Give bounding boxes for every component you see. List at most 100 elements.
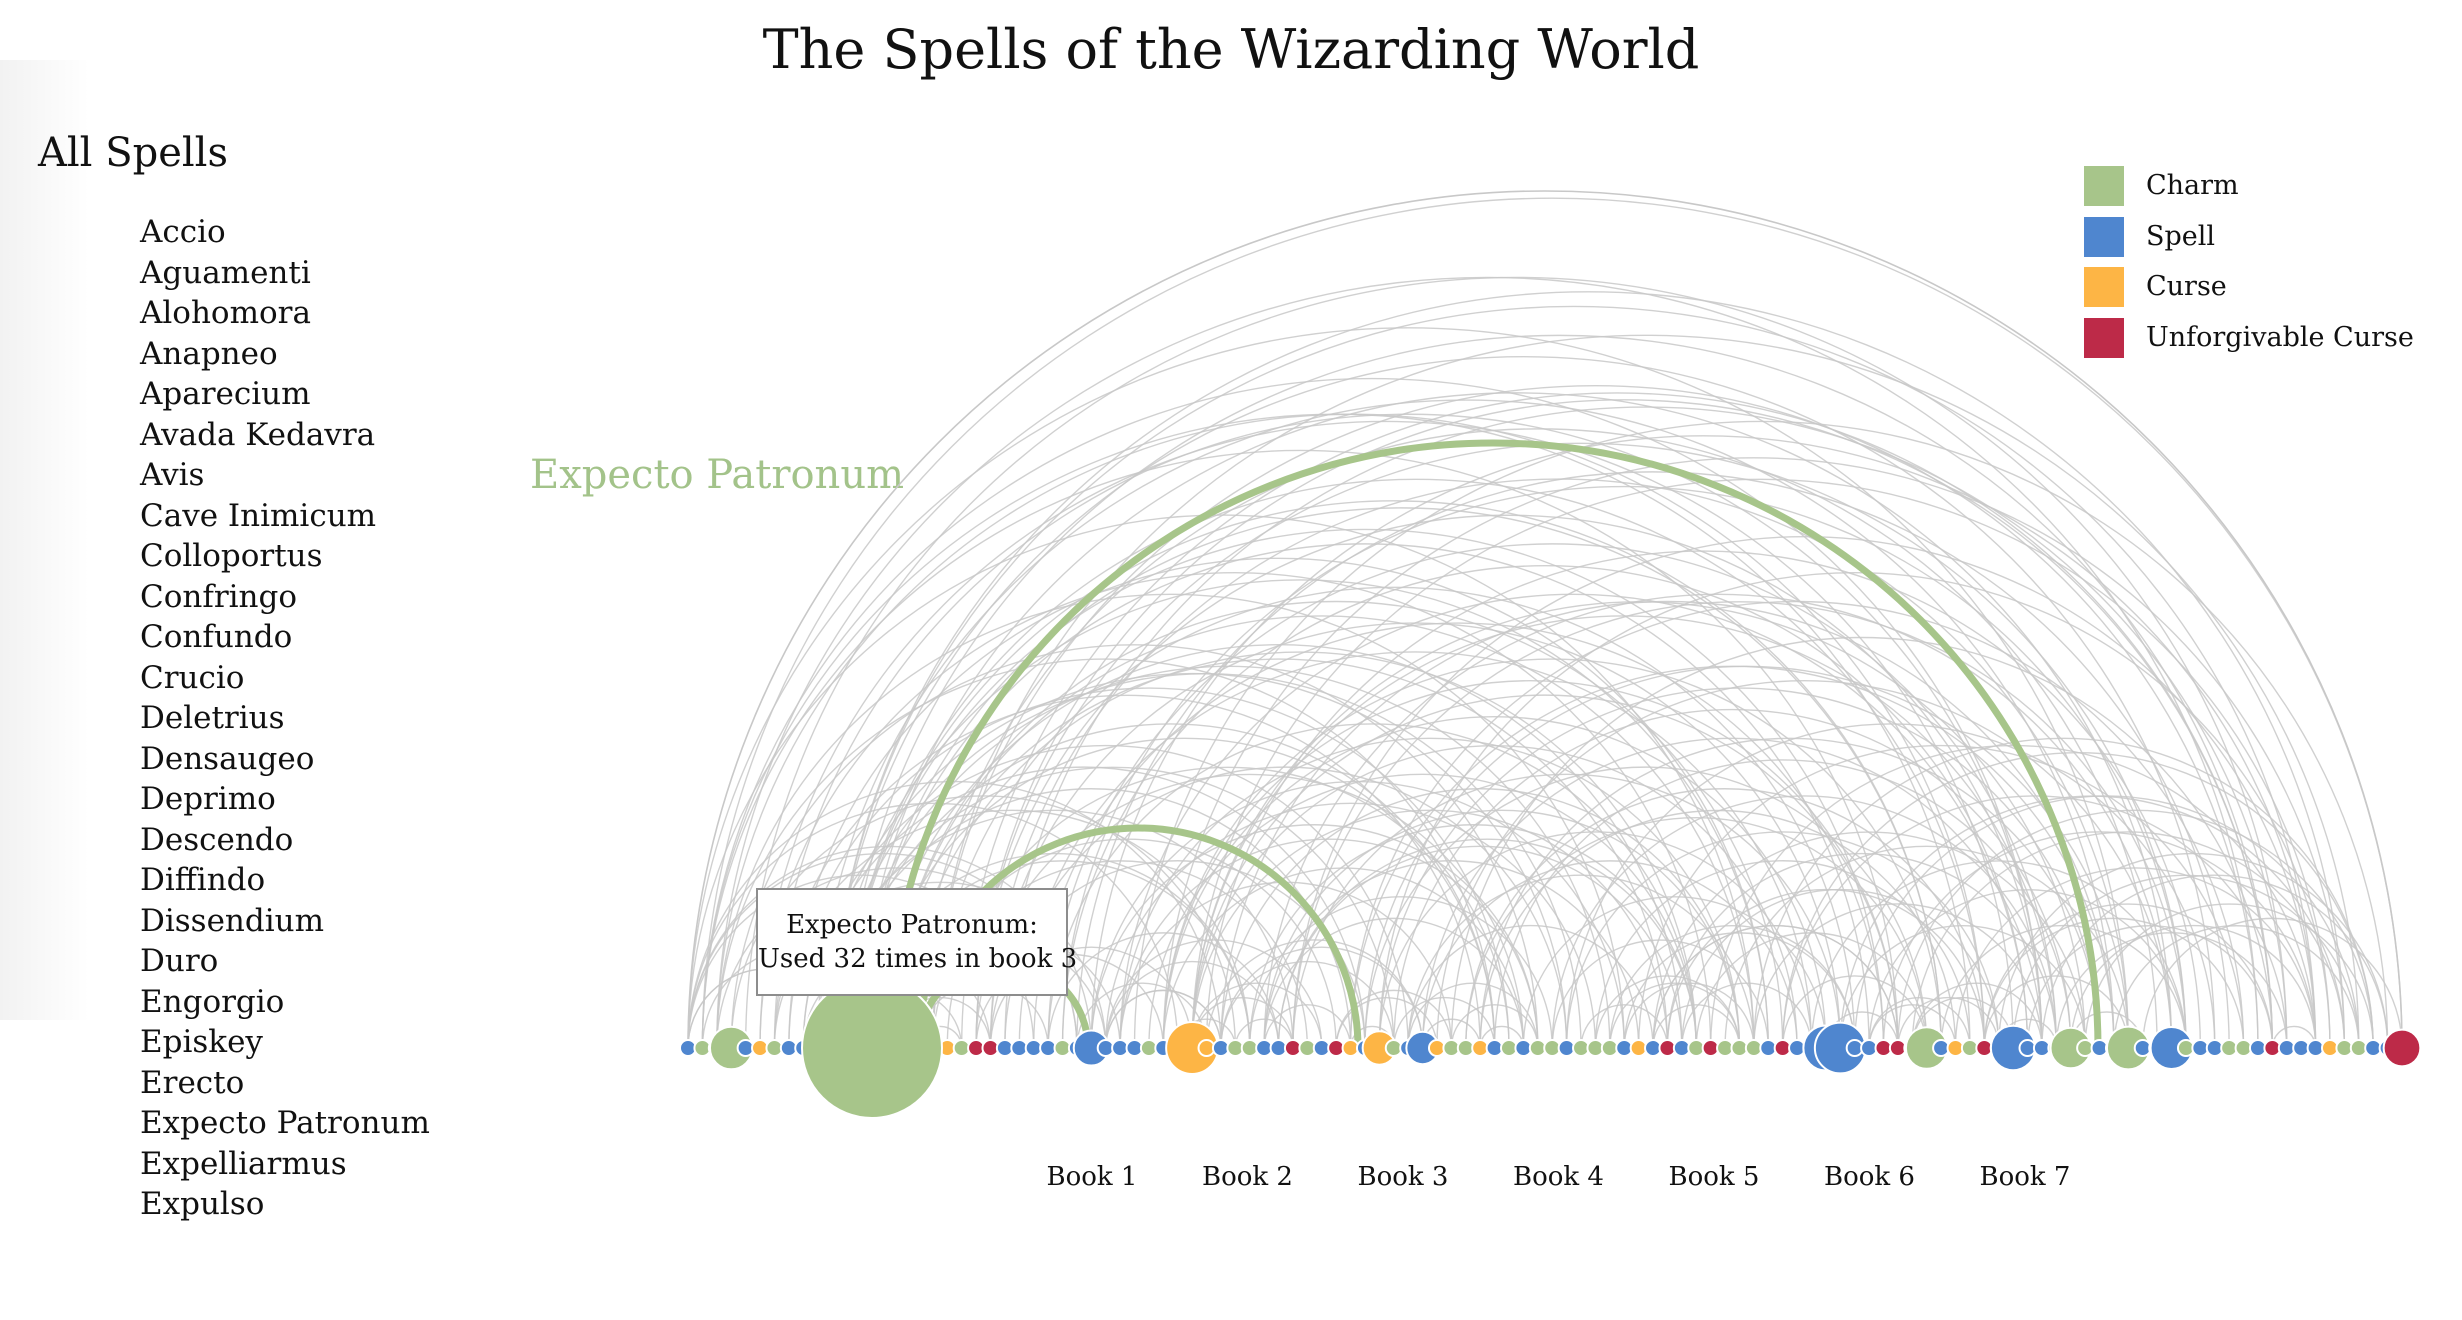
arc-link	[1407, 982, 1539, 1049]
arc-link	[701, 377, 2043, 1049]
legend-item-spell[interactable]: Spell	[2084, 216, 2414, 268]
arc-link	[1479, 737, 2101, 1049]
arc-link	[989, 478, 2130, 1049]
arc-link	[831, 291, 2346, 1049]
arc-link	[932, 384, 2259, 1049]
arc-link	[1839, 924, 2086, 1049]
legend-label: Charm	[2146, 170, 2239, 201]
spell-item[interactable]: Accio	[140, 214, 226, 250]
spell-item[interactable]: Anapneo	[140, 335, 278, 372]
arc-link	[716, 593, 1625, 1049]
arc-link	[716, 276, 2259, 1049]
spell-node	[2382, 1028, 2422, 1068]
arc-link	[1551, 795, 2058, 1049]
spell-item[interactable]: Duro	[140, 943, 219, 979]
legend-item-unforgivable-curse[interactable]: Unforgivable Curse	[2084, 317, 2414, 369]
arc-link	[1119, 737, 1741, 1049]
arc-link	[759, 420, 2014, 1049]
spell-item[interactable]: Cave Inimicum	[140, 497, 377, 534]
arc-link	[773, 413, 2043, 1049]
spell-item[interactable]: Aguamenti	[140, 254, 311, 291]
spell-item[interactable]: Colloportus	[140, 538, 323, 574]
spell-item[interactable]: Crucio	[140, 659, 245, 696]
spell-item[interactable]: Densaugeo	[140, 740, 315, 777]
arc-link	[816, 672, 1568, 1049]
spell-item[interactable]: Alohomora	[140, 295, 311, 331]
arc-link	[932, 334, 2360, 1049]
arc-link	[1911, 831, 2346, 1049]
arc-link	[1263, 593, 2173, 1049]
arc-link	[1781, 975, 1928, 1049]
arc-link	[1364, 665, 2130, 1049]
sidebar-title: All Spells	[38, 130, 228, 176]
tooltip-title: Expecto Patronum:	[786, 910, 1038, 940]
arc-link	[2113, 924, 2360, 1049]
arc-link	[888, 615, 1755, 1049]
arc-link	[1393, 996, 1496, 1049]
arc-link	[1810, 860, 2187, 1049]
arc-link	[1378, 687, 2101, 1049]
arc-link	[1666, 852, 2058, 1049]
arc-link	[1133, 420, 2389, 1049]
spell-item[interactable]: Erecto	[140, 1064, 245, 1101]
arc-link	[1868, 889, 2187, 1049]
legend-item-charm[interactable]: Charm	[2084, 166, 2414, 217]
arc-link	[903, 651, 1697, 1049]
spell-item[interactable]: Avada Kedavra	[140, 416, 376, 453]
spell-item[interactable]: Avis	[140, 457, 205, 493]
arc-link	[989, 946, 1193, 1049]
highlighted-arc	[884, 439, 2102, 1049]
arc-link	[989, 622, 1841, 1049]
arc-link	[1162, 716, 1827, 1049]
book-axis: Book 1 Book 2 Book 3 Book 4 Book 5 Book 6 Book…	[1047, 1162, 2071, 1192]
spell-item[interactable]: Expulso	[140, 1186, 265, 1222]
arc-link	[845, 334, 2274, 1049]
arc-link	[701, 413, 1971, 1049]
arc-link	[1076, 471, 2230, 1049]
arc-link	[975, 399, 2274, 1049]
spell-item[interactable]: Confundo	[140, 619, 293, 655]
book-label: Book 7	[1980, 1162, 2071, 1192]
spell-item[interactable]: Deprimo	[140, 781, 276, 817]
spell-item[interactable]: Aparecium	[140, 376, 311, 412]
spell-item[interactable]: Dissendium	[140, 902, 325, 939]
legend: Charm Spell Curse Unforgivable Curse	[2084, 166, 2414, 368]
arc-link	[1090, 780, 1625, 1049]
arc-link	[687, 190, 2403, 1049]
arc-link	[1234, 1018, 1294, 1049]
arc-link	[1407, 924, 1654, 1049]
arc-link	[1220, 946, 1424, 1049]
spell-item[interactable]: Engorgio	[140, 983, 285, 1020]
arc-link	[845, 665, 1611, 1049]
spell-item[interactable]: Expecto Patronum	[140, 1105, 430, 1141]
book-label: Book 6	[1824, 1162, 1915, 1192]
arc-link	[716, 658, 1496, 1049]
book-label: Book 1	[1047, 1162, 1138, 1192]
legend-label: Curse	[2146, 271, 2227, 302]
legend-item-curse[interactable]: Curse	[2084, 267, 2414, 318]
spell-item[interactable]: Episkey	[140, 1024, 263, 1060]
arc-link	[831, 305, 2317, 1049]
arc-link	[1032, 622, 1885, 1049]
arc-link	[1551, 939, 1769, 1049]
highlighted-spell-label: Expecto Patronum	[530, 452, 905, 498]
arc-link	[1393, 708, 2072, 1049]
arc-link	[1609, 982, 1741, 1049]
spell-item[interactable]: Diffindo	[140, 862, 266, 898]
spell-item[interactable]: Confringo	[140, 578, 298, 615]
arc-link	[1940, 924, 2187, 1049]
arc-link	[1119, 838, 1539, 1049]
arc-link	[701, 197, 2403, 1049]
spell-item[interactable]: Descendo	[140, 821, 294, 858]
arc-link	[1897, 996, 2000, 1049]
legend-swatch-charm	[2084, 166, 2124, 206]
arc-link	[1522, 896, 1827, 1049]
spell-item[interactable]: Deletrius	[140, 700, 285, 736]
arc-link	[860, 392, 2173, 1049]
arc-link	[1580, 1004, 1669, 1049]
spell-nodes	[679, 977, 2422, 1119]
arc-link	[1047, 543, 2058, 1049]
page-title: The Spells of the Wizarding World	[762, 18, 1700, 81]
spell-item[interactable]: Expelliarmus	[140, 1145, 347, 1182]
